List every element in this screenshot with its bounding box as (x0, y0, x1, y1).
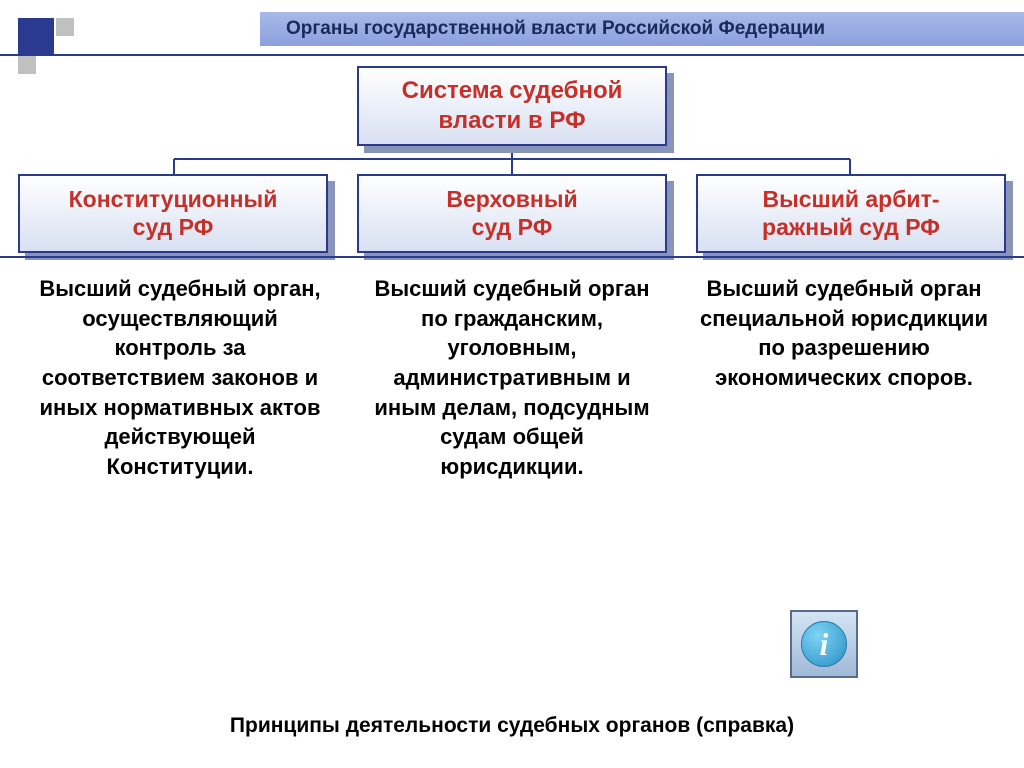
mid-divider (0, 256, 1024, 258)
description-constitutional: Высший судебный орган, осуществляющий ко… (30, 268, 330, 482)
header-underline (0, 54, 1024, 56)
branch-0-line1: Конституционный (28, 186, 318, 214)
branch-1-line1: Верховный (367, 186, 657, 214)
root-line1: Система судебной (369, 76, 655, 106)
root-line2: власти в РФ (369, 106, 655, 136)
branch-1-line2: суд РФ (367, 214, 657, 242)
root-node: Система судебной власти в РФ (357, 66, 667, 146)
description-arbitration: Высший судебный орган специальной юрисди… (694, 268, 994, 482)
branch-2-line2: ражный суд РФ (706, 214, 996, 242)
info-glyph: i (801, 621, 847, 667)
branch-node-supreme: Верховный суд РФ (357, 174, 667, 253)
branch-row: Конституционный суд РФ Верховный суд РФ … (0, 174, 1024, 253)
slide-header: Органы государственной власти Российской… (260, 12, 1024, 46)
header-title: Органы государственной власти Российской… (286, 18, 825, 40)
branch-2-line1: Высший арбит- (706, 186, 996, 214)
branch-0-line2: суд РФ (28, 214, 318, 242)
branch-node-arbitration: Высший арбит- ражный суд РФ (696, 174, 1006, 253)
footer-caption: Принципы деятельности судебных органов (… (0, 714, 1024, 738)
descriptions-row: Высший судебный орган, осуществляющий ко… (0, 268, 1024, 482)
description-supreme: Высший судебный орган по гражданским, уг… (362, 268, 662, 482)
branch-node-constitutional: Конституционный суд РФ (18, 174, 328, 253)
info-icon[interactable]: i (790, 610, 858, 678)
